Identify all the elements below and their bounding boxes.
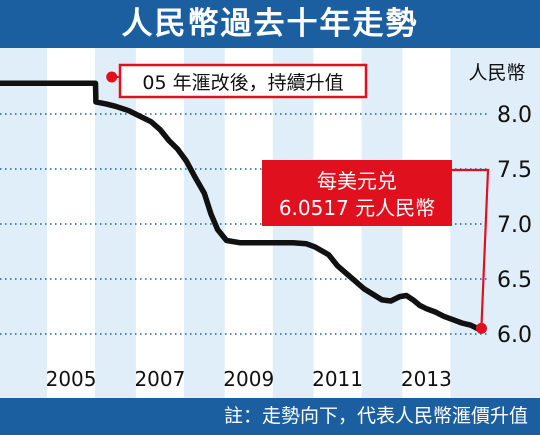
- y-axis-ticks: 8.0 7.5 7.0 6.5 6.0: [497, 103, 532, 348]
- x-tick-label: 2011: [312, 367, 363, 391]
- annotation-dot-latest: [475, 322, 487, 334]
- annotation-box-2005: [118, 63, 368, 99]
- x-axis-ticks: 2005 2007 2009 2011 2013: [46, 367, 452, 391]
- annotation-text-latest-line: 6.0517 元人民幣: [279, 196, 435, 220]
- y-tick-label: 7.5: [497, 158, 532, 183]
- x-tick-label: 2005: [46, 367, 97, 391]
- annotation-box-latest: [262, 160, 452, 226]
- series-group: [0, 80, 481, 332]
- y-tick-label: 7.0: [497, 213, 532, 238]
- title-bar: [0, 0, 540, 48]
- annotation-leader-latest: [452, 168, 490, 327]
- chart-title: 人民幣過去十年走勢: [121, 6, 419, 42]
- x-tick-label: 2009: [223, 367, 274, 391]
- series-line: [0, 80, 481, 332]
- y-axis-label: 人民幣: [468, 62, 525, 84]
- y-tick-label: 6.5: [497, 268, 532, 293]
- y-tick-label: 6.0: [497, 323, 532, 348]
- stripe-2005: [47, 48, 96, 398]
- y-tick-label: 8.0: [497, 103, 532, 128]
- grid-lines: [0, 113, 489, 335]
- footnote: 註：走勢向下，代表人民幣滙價升值: [223, 405, 528, 427]
- footer-bar: [0, 398, 540, 435]
- x-tick-label: 2013: [401, 367, 452, 391]
- annotation-text-latest-line: 每美元兑: [317, 169, 397, 193]
- stripe-2007: [135, 48, 184, 398]
- x-tick-label: 2007: [134, 367, 185, 391]
- annotation-text-2005: 05 年滙改後，持續升值: [142, 72, 343, 94]
